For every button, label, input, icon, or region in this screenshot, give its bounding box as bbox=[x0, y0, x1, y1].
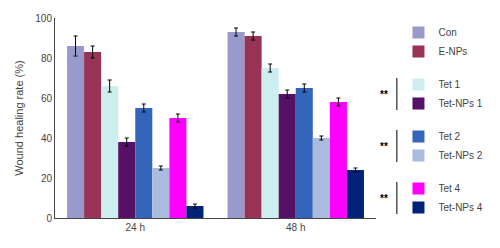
svg-text:Tet-NPs 1: Tet-NPs 1 bbox=[438, 98, 482, 109]
svg-text:Tet-NPs 2: Tet-NPs 2 bbox=[438, 150, 482, 161]
svg-text:80: 80 bbox=[41, 53, 53, 64]
svg-text:20: 20 bbox=[41, 173, 53, 184]
svg-text:100: 100 bbox=[35, 13, 52, 24]
svg-text:Tet 4: Tet 4 bbox=[438, 183, 460, 194]
svg-text:Tet-NPs 4: Tet-NPs 4 bbox=[438, 202, 482, 213]
svg-text:**: ** bbox=[380, 193, 388, 204]
svg-text:0: 0 bbox=[46, 213, 52, 224]
svg-text:Con: Con bbox=[438, 27, 456, 38]
svg-text:Tet 2: Tet 2 bbox=[438, 131, 460, 142]
svg-text:60: 60 bbox=[41, 93, 53, 104]
svg-text:Tet 1: Tet 1 bbox=[438, 79, 460, 90]
svg-text:48 h: 48 h bbox=[286, 222, 305, 233]
svg-text:40: 40 bbox=[41, 133, 53, 144]
svg-text:**: ** bbox=[380, 141, 388, 152]
svg-text:E-NPs: E-NPs bbox=[438, 46, 467, 57]
svg-text:**: ** bbox=[380, 89, 388, 100]
svg-text:24 h: 24 h bbox=[126, 222, 145, 233]
svg-text:Wound healing rate (%): Wound healing rate (%) bbox=[13, 60, 25, 175]
